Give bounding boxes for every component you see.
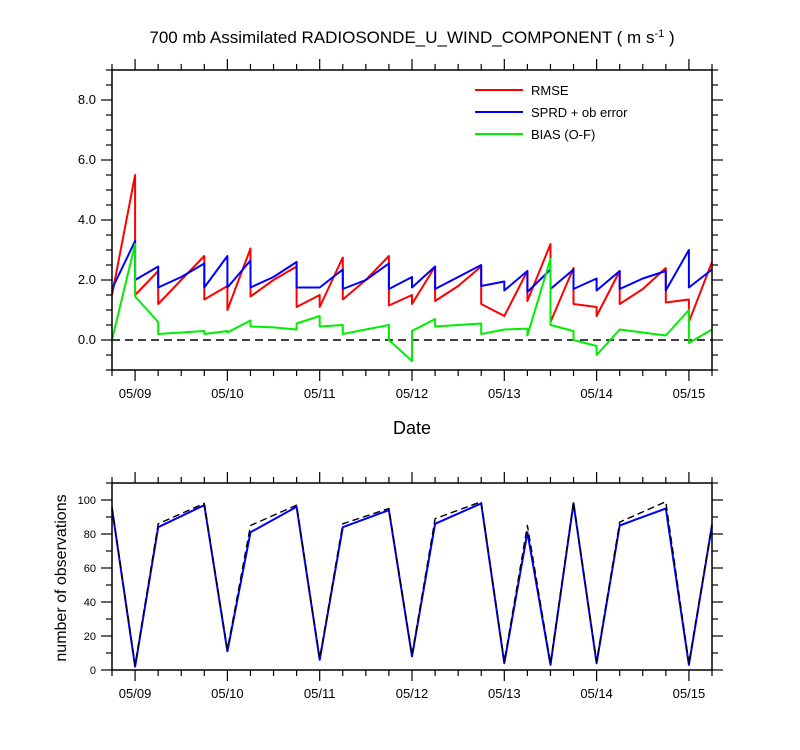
title-unit-exponent: -1 [654, 28, 664, 40]
x-tick-label: 05/09 [119, 386, 152, 401]
x-tick-label: 05/10 [211, 686, 244, 701]
x-tick-label: 05/14 [580, 686, 613, 701]
bottom-chart: number of observations 0 20 40 60 80 100 05/09… [53, 472, 723, 701]
y-tick-label: 60 [84, 563, 96, 575]
x-tick-label: 05/13 [488, 386, 521, 401]
y-tick-label: 0.0 [78, 332, 96, 347]
x-tick-label: 05/11 [304, 686, 336, 701]
x-tick-label: 05/12 [396, 386, 429, 401]
legend-label: SPRD + ob error [531, 105, 628, 120]
y-tick-label: 40 [84, 597, 96, 609]
x-tick-label: 05/13 [488, 686, 521, 701]
x-tick-label: 05/10 [211, 386, 244, 401]
plot-frame [111, 482, 713, 671]
y-tick-label: 2.0 [78, 272, 96, 287]
x-tick-label: 05/15 [673, 686, 706, 701]
y-tick-label: 6.0 [78, 152, 96, 167]
y-tick-label: 0 [90, 665, 96, 677]
y-tick-label: 100 [78, 495, 96, 507]
series-line-bias-o-f- [111, 243, 713, 362]
series-line-sprd-ob-error [111, 240, 713, 293]
top-chart-title: 700 mb Assimilated RADIOSONDE_U_WIND_COM… [149, 28, 674, 47]
x-tick-label: 05/09 [119, 686, 152, 701]
y-tick-label: 20 [84, 631, 96, 643]
x-tick-label: 05/15 [673, 386, 706, 401]
legend-label: RMSE [531, 83, 569, 98]
x-tick-label: 05/11 [304, 386, 336, 401]
series-line-rmse [111, 174, 713, 323]
series-line-possible [111, 501, 713, 666]
x-tick-label: 05/12 [396, 686, 429, 701]
top-chart-x-axis-label: Date [393, 418, 431, 438]
y-tick-label: 8.0 [78, 92, 96, 107]
y-tick-label: 4.0 [78, 212, 96, 227]
x-tick-label: 05/14 [580, 386, 613, 401]
bottom-chart-y-axis-label: number of observations [53, 494, 70, 661]
top-chart: 700 mb Assimilated RADIOSONDE_U_WIND_COM… [78, 28, 723, 438]
y-tick-label: 80 [84, 529, 96, 541]
series-line-assimilated [111, 502, 713, 668]
legend-label: BIAS (O-F) [531, 127, 595, 142]
